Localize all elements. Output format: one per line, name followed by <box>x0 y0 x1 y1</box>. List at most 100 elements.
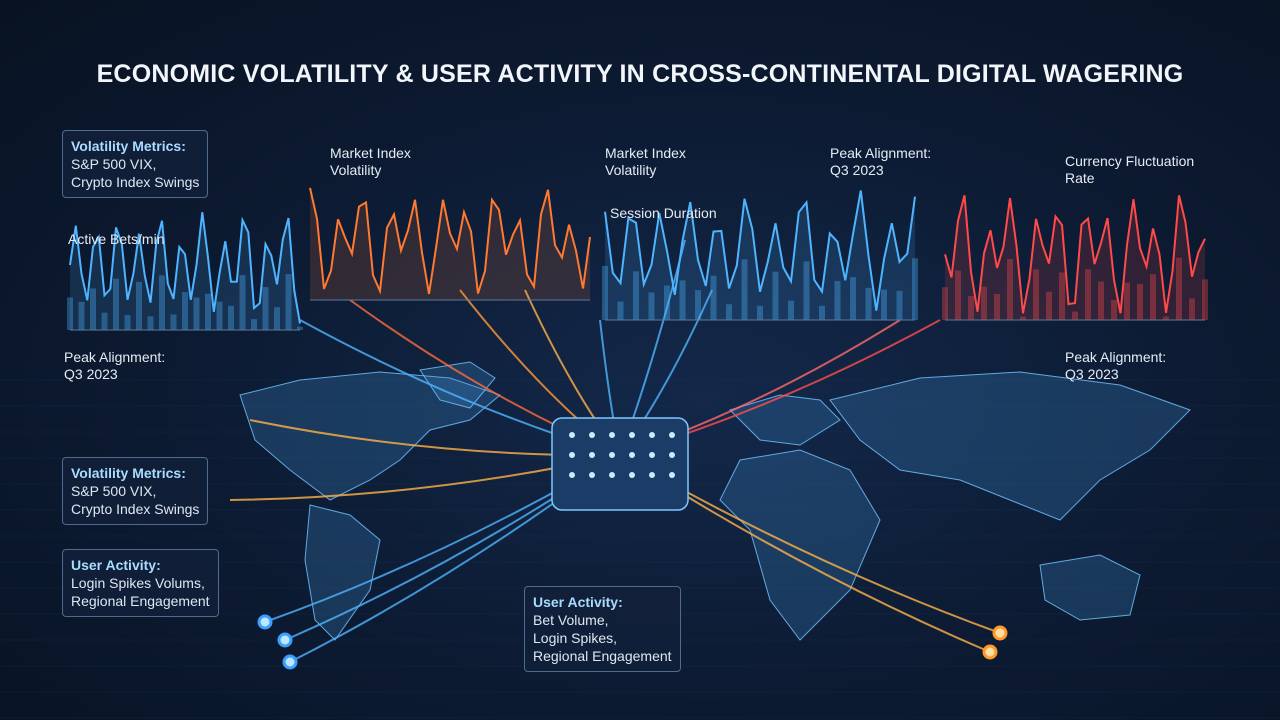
deco-bar <box>159 275 165 330</box>
deco-bar <box>1163 316 1169 320</box>
deco-bar <box>1137 284 1143 320</box>
callout-line: Regional Engagement <box>533 648 672 664</box>
deco-bar <box>78 301 85 330</box>
callout-line: Bet Volume, <box>533 612 609 628</box>
deco-bar <box>726 304 732 320</box>
deco-bar <box>968 296 974 320</box>
continent <box>719 449 881 641</box>
callout-line: Crypto Index Swings <box>71 174 200 190</box>
deco-line <box>944 195 1206 314</box>
deco-bar <box>757 305 763 320</box>
continent <box>419 361 496 409</box>
deco-bar <box>228 305 234 330</box>
chart-label: Market Index Volatility <box>605 145 686 179</box>
deco-bar <box>994 294 1000 320</box>
deco-bar <box>274 307 280 330</box>
node <box>277 632 293 648</box>
label-line: Q3 2023 <box>64 366 118 382</box>
hub-light <box>569 432 575 438</box>
label-line: Q3 2023 <box>1065 366 1119 382</box>
deco-bar <box>67 297 73 330</box>
callout-line: Login Spikes, <box>533 630 618 646</box>
callout-heading: Volatility Metrics: <box>71 465 186 481</box>
chart-label: Session Duration <box>610 205 717 222</box>
chart-label: Peak Alignment: Q3 2023 <box>1065 349 1166 383</box>
continent <box>829 371 1191 521</box>
hub-light <box>629 452 635 458</box>
deco-bar <box>297 326 303 330</box>
label-line: Volatility <box>605 162 657 178</box>
deco-bar <box>1124 282 1130 320</box>
deco-bar <box>710 275 717 320</box>
continent <box>729 394 841 446</box>
deco-bar <box>617 301 624 320</box>
deco-bar <box>865 287 872 320</box>
node <box>992 625 1008 641</box>
deco-bar <box>1111 299 1117 320</box>
callout-line: Login Spikes Volums, <box>71 575 205 591</box>
hub-light <box>649 432 655 438</box>
hub-light <box>669 472 675 478</box>
deco-line <box>309 187 591 295</box>
deco-bar <box>1046 291 1052 320</box>
deco-bar <box>90 288 96 330</box>
hub-light <box>589 432 595 438</box>
deco-bar <box>1085 269 1091 320</box>
continent <box>1039 554 1141 621</box>
deco-bar <box>239 275 246 330</box>
label-line: Active Bets/min <box>68 231 165 247</box>
label-line: Market Index <box>605 145 686 161</box>
title: ECONOMIC VOLATILITY & USER ACTIVITY IN C… <box>96 60 1184 88</box>
deco-bar <box>1033 269 1039 320</box>
hub-light <box>649 472 655 478</box>
callout-line: S&P 500 VIX, <box>71 156 157 172</box>
deco-bar <box>1072 311 1078 320</box>
deco-bar <box>695 290 701 320</box>
hub-light <box>629 432 635 438</box>
deco-bar <box>648 292 655 320</box>
deco-bar <box>942 287 948 320</box>
chart-label: Peak Alignment: Q3 2023 <box>830 145 931 179</box>
callout: Volatility Metrics: S&P 500 VIX, Crypto In… <box>62 457 209 525</box>
deco-bar <box>136 281 142 330</box>
deco-bar <box>1150 274 1156 320</box>
deco-bar <box>850 277 856 320</box>
deco-bar <box>216 301 223 330</box>
label-line: Rate <box>1065 170 1095 186</box>
hub-light <box>589 452 595 458</box>
label-line: Q3 2023 <box>830 162 884 178</box>
deco-bar <box>679 280 686 320</box>
deco-bar <box>955 270 961 320</box>
node <box>982 644 998 660</box>
deco-bar <box>1059 272 1065 320</box>
label-line: Peak Alignment: <box>1065 349 1167 365</box>
callout: User Activity: Login Spikes Volums, Region… <box>62 549 219 617</box>
deco-bar <box>896 290 903 320</box>
deco-bar <box>182 292 188 330</box>
deco-bar <box>741 259 748 320</box>
deco-bar <box>113 278 119 330</box>
deco-area <box>945 195 1205 320</box>
hub-light <box>669 452 675 458</box>
deco-bar <box>602 265 608 320</box>
callout-line: Crypto Index Swings <box>71 501 200 517</box>
node <box>257 614 273 630</box>
deco-bar <box>1007 258 1013 320</box>
deco-bar <box>124 314 131 330</box>
hub-light <box>609 472 615 478</box>
deco-area <box>70 212 300 330</box>
deco-bar <box>664 285 670 320</box>
deco-bar <box>193 297 200 330</box>
deco-bar <box>633 271 639 320</box>
deco-bar <box>981 286 987 320</box>
chart-label: Market Index Volatility <box>330 145 411 179</box>
label-line: Volatility <box>330 162 382 178</box>
deco-area <box>310 187 590 300</box>
hub-light <box>569 472 575 478</box>
deco-bar <box>788 300 794 320</box>
hub-light <box>649 452 655 458</box>
hub <box>551 417 689 511</box>
deco-bar <box>819 305 825 320</box>
